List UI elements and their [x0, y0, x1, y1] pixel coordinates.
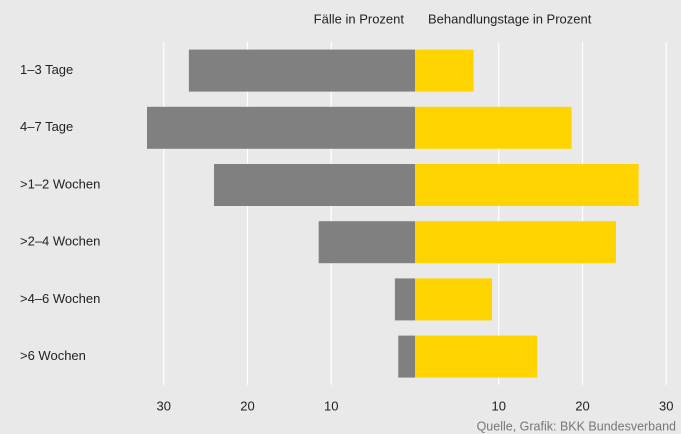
bar: [415, 335, 538, 378]
bar: [318, 221, 415, 264]
source: Quelle, Grafik: BKK Bundesverband: [477, 419, 676, 433]
x-tick-label: 20: [575, 398, 589, 413]
legend-left: Fälle in Prozent: [314, 11, 405, 26]
bar: [214, 164, 415, 206]
bar: [188, 49, 415, 92]
x-tick-label: 30: [157, 398, 171, 413]
bar: [398, 335, 415, 378]
y-tick-label: >2–4 Wochen: [20, 234, 100, 249]
y-tick-label: 1–3 Tage: [20, 62, 73, 77]
x-tick-label: 10: [324, 398, 338, 413]
legend-right: Behandlungstage in Prozent: [428, 11, 592, 26]
bar: [415, 106, 572, 149]
x-tick-label: 30: [659, 398, 673, 413]
bar: [147, 106, 415, 149]
bar: [415, 221, 616, 264]
y-tick-label: >6 Wochen: [20, 348, 86, 363]
bar: [415, 278, 493, 321]
y-tick-label: 4–7 Tage: [20, 119, 73, 134]
bar: [394, 278, 415, 321]
bar: [415, 49, 474, 92]
bar: [415, 164, 639, 206]
y-tick-label: >1–2 Wochen: [20, 176, 100, 191]
x-tick-label: 20: [240, 398, 254, 413]
y-tick-label: >4–6 Wochen: [20, 291, 100, 306]
x-tick-label: 10: [492, 398, 506, 413]
